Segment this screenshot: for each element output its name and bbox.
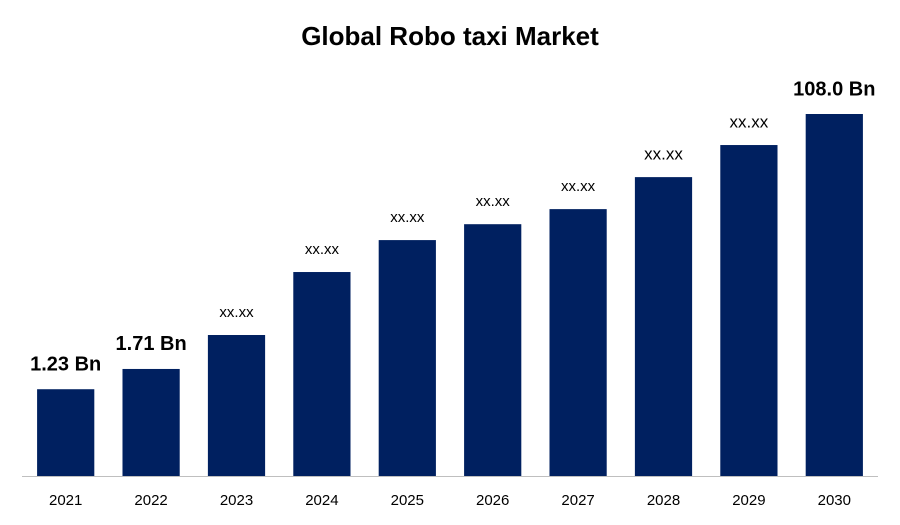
bar (293, 272, 351, 476)
data-label: xx.xx (219, 304, 254, 321)
data-label: 1.71 Bn (116, 333, 187, 355)
x-tick-label: 2027 (561, 492, 594, 509)
x-tick-label: 2023 (220, 492, 253, 509)
bar (37, 389, 95, 476)
data-label: xx.xx (476, 193, 511, 210)
x-tick-label: 2022 (134, 492, 167, 509)
bar (634, 177, 693, 476)
data-label: xx.xx (561, 178, 596, 195)
chart-title: Global Robo taxi Market (301, 21, 599, 51)
bar (122, 368, 180, 476)
x-tick-label: 2026 (476, 492, 509, 509)
bar (720, 145, 778, 476)
data-label: 108.0 Bn (793, 78, 875, 100)
bar (378, 240, 436, 476)
x-tick-label: 2029 (732, 492, 765, 509)
bar (549, 209, 607, 476)
bar (464, 224, 522, 476)
data-label: xx.xx (390, 209, 425, 226)
x-tick-label: 2028 (647, 492, 680, 509)
x-tick-label: 2030 (818, 492, 851, 509)
bar (805, 114, 863, 476)
data-label: xx.xx (305, 241, 340, 258)
data-label: xx.xx (644, 145, 683, 164)
data-label: xx.xx (730, 113, 769, 132)
data-label: 1.23 Bn (30, 354, 101, 376)
x-tick-label: 2025 (391, 492, 424, 509)
x-tick-label: 2021 (49, 492, 82, 509)
bar (207, 335, 266, 476)
x-tick-label: 2024 (305, 492, 338, 509)
